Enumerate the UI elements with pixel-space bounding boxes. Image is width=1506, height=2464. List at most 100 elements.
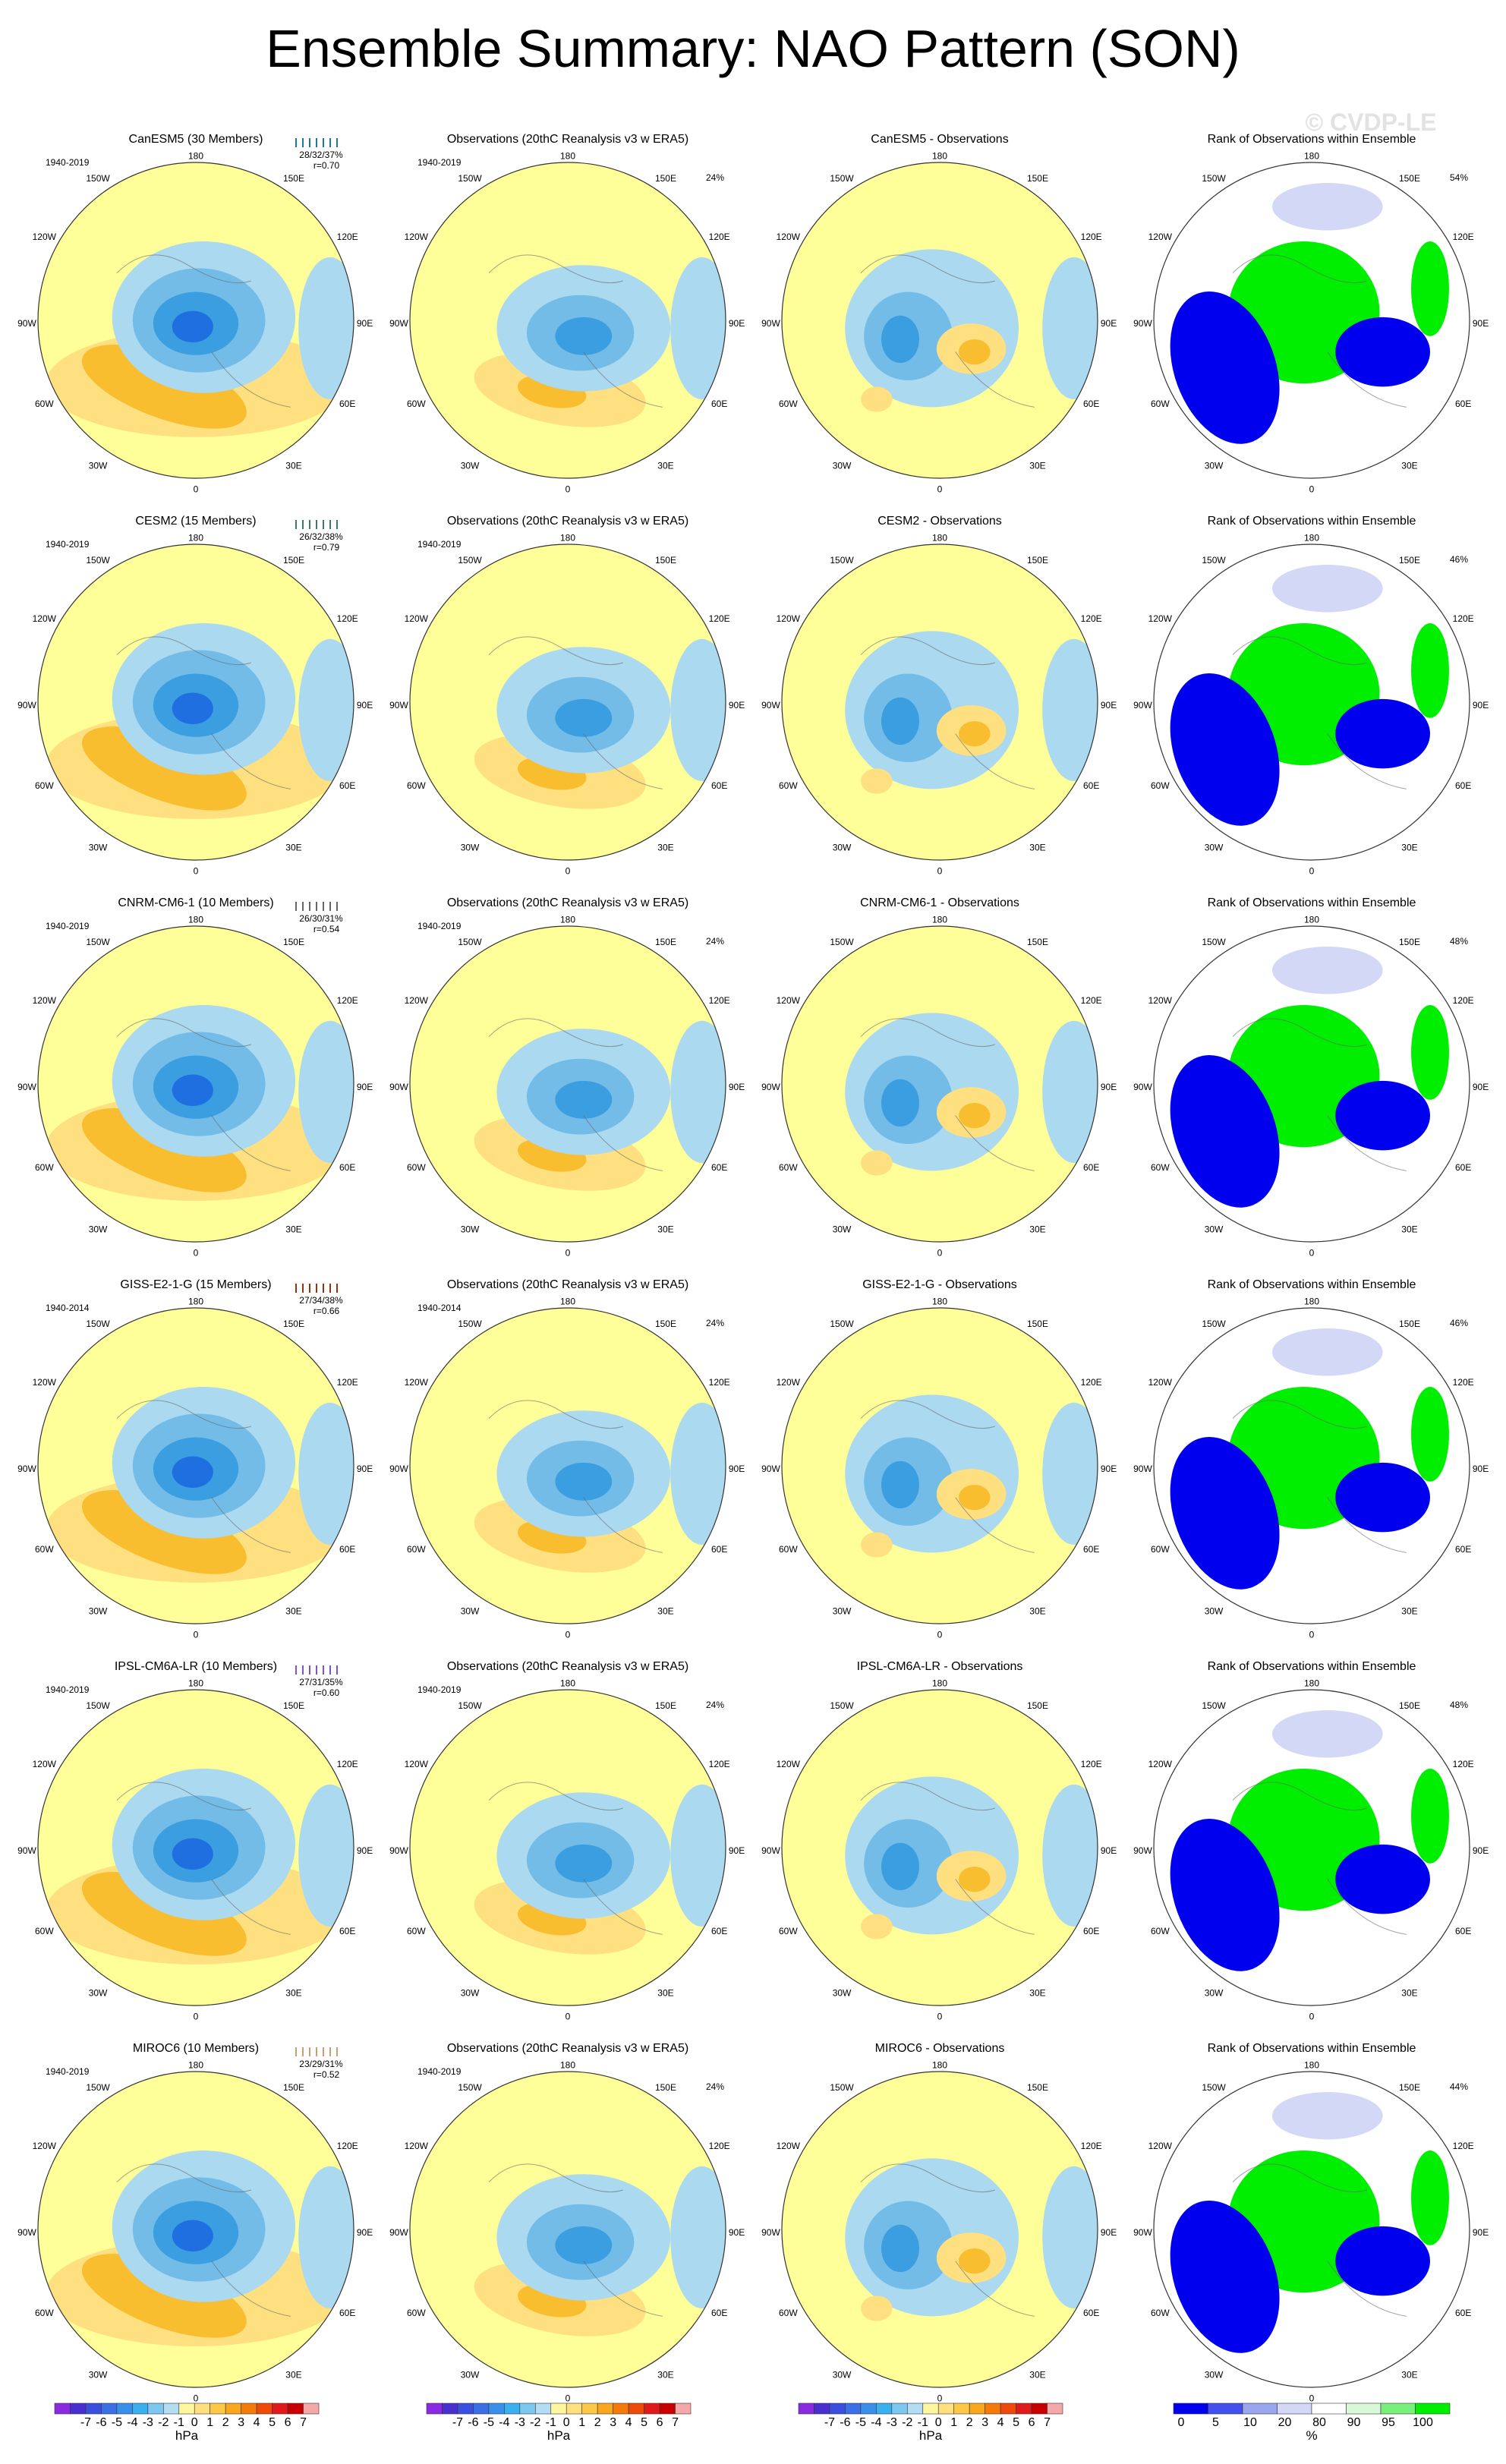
colorbar-tick-label: 3 [238, 2416, 244, 2429]
longitude-label: 120W [1148, 1377, 1173, 1388]
longitude-label: 30E [285, 842, 301, 852]
colorbar-swatch [953, 2403, 970, 2415]
colorbar-swatch [1016, 2403, 1032, 2415]
longitude-label: 120E [1081, 995, 1102, 1006]
longitude-label: 0 [194, 1248, 199, 1259]
variance-pct: 46% [1450, 1318, 1468, 1328]
longitude-label: 0 [937, 1248, 943, 1259]
longitude-label: 150W [830, 937, 854, 947]
map-panel-diff: CESM2 - Observations 180 150W 150E 120W 120E 9… [761, 515, 1117, 877]
longitude-label: 60W [1151, 399, 1170, 409]
longitude-label: 180 [932, 1678, 947, 1689]
map-border [781, 162, 1098, 479]
longitude-label: 30E [657, 2369, 673, 2380]
pattern-region [555, 698, 613, 737]
coastline [116, 1400, 291, 1553]
longitude-label: 60W [407, 2308, 426, 2318]
colorbar-swatch [534, 2403, 552, 2415]
pattern-region [881, 2224, 919, 2273]
longitude-label: 30W [461, 2369, 480, 2380]
map-border [409, 925, 726, 1243]
coastline [488, 2163, 663, 2317]
ensemble-stats: 27/34/38% [299, 1295, 343, 1306]
longitude-label: 30E [1401, 1605, 1417, 1616]
pattern-region [881, 1842, 919, 1891]
pattern-region [1042, 1402, 1098, 1546]
map-field [474, 636, 726, 809]
longitude-label: 120W [1148, 1759, 1173, 1769]
period-label: 1940-2019 [46, 1684, 90, 1695]
map-field [474, 1782, 726, 1955]
longitude-label: 150E [283, 937, 304, 947]
pattern-region [958, 1102, 991, 1129]
pattern-region [1170, 1055, 1280, 1208]
pattern-region [555, 2226, 613, 2264]
map-border [781, 2071, 1098, 2388]
colorbar-swatch [659, 2403, 676, 2415]
longitude-label: 30W [833, 2369, 852, 2380]
watermark: © CVDP-LE [1306, 109, 1437, 136]
colorbar-tick-label: 4 [254, 2416, 260, 2429]
longitude-label: 120W [405, 613, 429, 624]
panel-title: MIROC6 (10 Members) [133, 2042, 259, 2055]
longitude-label: 90E [1473, 318, 1489, 329]
map-field [1170, 1710, 1449, 1971]
pattern-region [881, 697, 919, 745]
longitude-label: 90E [729, 700, 745, 711]
pattern-region [172, 692, 213, 725]
longitude-label: 150E [1399, 1700, 1420, 1711]
panel-title: CNRM-CM6-1 (10 Members) [118, 896, 273, 909]
pattern-region [861, 386, 893, 412]
pattern-region [861, 1532, 893, 1558]
map-panel-obs: Observations (20thC Reanalysis v3 w ERA5… [389, 896, 745, 1259]
colorbar-rank: 0 5 10 20 80 90 95 100% [1173, 2403, 1451, 2443]
longitude-label: 60W [407, 399, 426, 409]
longitude-label: 90W [761, 1464, 780, 1474]
panel-title: IPSL-CM6A-LR (10 Members) [115, 1660, 277, 1673]
colorbar-swatch [1415, 2403, 1451, 2415]
pattern-region [1042, 1784, 1098, 1927]
variance-pct: 24% [706, 936, 724, 947]
longitude-label: 120W [405, 2141, 429, 2151]
pattern-region [298, 1402, 354, 1546]
longitude-label: 150W [830, 173, 854, 184]
longitude-label: 120E [337, 995, 358, 1006]
longitude-label: 150W [86, 937, 110, 947]
longitude-label: 30E [1401, 1987, 1417, 1998]
longitude-label: 120E [1081, 613, 1102, 624]
map-border [1153, 1307, 1470, 1624]
longitude-label: 90E [1473, 2227, 1489, 2238]
colorbar-tick-label: 5 [1212, 2416, 1219, 2429]
colorbar-swatch [891, 2403, 908, 2415]
coastline [860, 2163, 1035, 2317]
longitude-label: 120E [1453, 232, 1474, 242]
longitude-label: 0 [566, 1630, 571, 1640]
pattern-region [555, 1462, 613, 1501]
pattern-region [172, 1456, 213, 1489]
longitude-label: 90E [1101, 318, 1117, 329]
panel-title: Observations (20thC Reanalysis v3 w ERA5… [447, 896, 688, 909]
ensemble-spread-glyph [295, 2047, 338, 2056]
map-field [46, 1005, 354, 1201]
longitude-label: 180 [560, 1678, 575, 1689]
longitude-label: 0 [1309, 484, 1315, 495]
pattern-region [670, 1402, 726, 1546]
map-border [409, 2071, 726, 2388]
longitude-label: 90W [17, 1845, 36, 1856]
longitude-label: 90E [729, 1845, 745, 1856]
longitude-label: 60E [711, 1162, 727, 1173]
pattern-region [881, 315, 919, 364]
longitude-label: 90W [1133, 1464, 1152, 1474]
longitude-label: 60W [779, 1544, 798, 1555]
colorbar-tick-label: 10 [1243, 2416, 1257, 2429]
pattern-region [81, 2254, 247, 2338]
longitude-label: 90W [17, 318, 36, 329]
colorbar-tick-label: -2 [902, 2416, 912, 2429]
longitude-label: 90E [729, 1082, 745, 1092]
colorbar-tick-label: 3 [981, 2416, 988, 2429]
pattern-region [1411, 1387, 1449, 1482]
ensemble-stats: 23/29/31% [299, 2059, 343, 2069]
colorbar-tick-label: -1 [174, 2416, 184, 2429]
colorbar-swatch [162, 2403, 180, 2415]
